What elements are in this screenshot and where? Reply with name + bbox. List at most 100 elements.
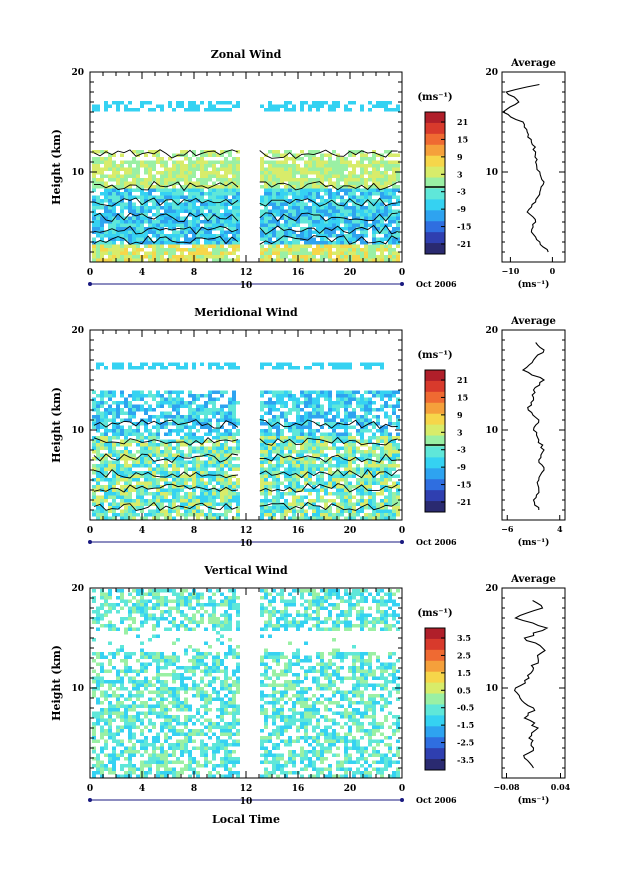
heatmap-cell: [276, 432, 280, 436]
heatmap-cell: [204, 185, 208, 189]
heatmap-cell: [152, 230, 156, 234]
heatmap-cell: [156, 150, 160, 154]
heatmap-cell: [332, 108, 336, 112]
heatmap-cell: [168, 216, 172, 220]
heatmap-cell: [268, 220, 272, 224]
heatmap-cell: [272, 223, 276, 227]
heatmap-cell: [180, 495, 184, 499]
heatmap-cell: [384, 195, 388, 199]
heatmap-cell: [272, 499, 276, 503]
heatmap-cell: [384, 509, 388, 513]
heatmap-cell: [380, 471, 384, 475]
heatmap-cell: [192, 199, 196, 203]
heatmap-cell: [376, 178, 380, 182]
heatmap-cell: [280, 167, 284, 171]
heatmap-cell: [368, 408, 372, 412]
heatmap-cell: [188, 390, 192, 394]
heatmap-cell: [320, 464, 324, 468]
heatmap-cell: [364, 425, 368, 429]
heatmap-cell: [320, 443, 324, 447]
heatmap-cell: [332, 241, 336, 245]
heatmap-cell: [348, 209, 352, 213]
heatmap-cell: [312, 429, 316, 433]
heatmap-cell: [208, 492, 212, 496]
heatmap-cell: [108, 230, 112, 234]
heatmap-cell: [380, 390, 384, 394]
heatmap-cell: [332, 199, 336, 203]
heatmap-cell: [292, 495, 296, 499]
heatmap-cell: [184, 516, 188, 520]
heatmap-cell: [116, 181, 120, 185]
heatmap-cell: [128, 251, 132, 255]
heatmap-cell: [188, 478, 192, 482]
heatmap-cell: [304, 474, 308, 478]
heatmap-cell: [396, 771, 400, 775]
heatmap-cell: [268, 104, 272, 108]
heatmap-cell: [144, 464, 148, 468]
heatmap-cell: [184, 230, 188, 234]
heatmap-cell: [348, 195, 352, 199]
heatmap-cell: [116, 404, 120, 408]
heatmap-cell: [260, 467, 264, 471]
heatmap-cell: [96, 244, 100, 248]
heatmap-cell: [196, 460, 200, 464]
heatmap-cell: [288, 390, 292, 394]
heatmap-cell: [160, 753, 164, 757]
heatmap-cell: [324, 446, 328, 450]
heatmap-cell: [356, 478, 360, 482]
heatmap-cell: [388, 774, 392, 778]
heatmap-cell: [208, 425, 212, 429]
heatmap-cell: [292, 234, 296, 238]
heatmap-cell: [276, 415, 280, 419]
heatmap-cell: [268, 174, 272, 178]
heatmap-cell: [112, 767, 116, 771]
heatmap-cell: [100, 234, 104, 238]
heatmap-cell: [304, 234, 308, 238]
heatmap-cell: [228, 488, 232, 492]
heatmap-cell: [272, 108, 276, 112]
heatmap-cell: [128, 425, 132, 429]
colorbar-tick-label: -3: [457, 187, 466, 197]
heatmap-cell: [284, 394, 288, 398]
heatmap-cell: [364, 251, 368, 255]
heatmap-cell: [96, 499, 100, 503]
heatmap-cell: [296, 366, 300, 370]
heatmap-cell: [296, 164, 300, 168]
heatmap-cell: [288, 467, 292, 471]
heatmap-cell: [384, 258, 388, 262]
heatmap-cell: [344, 439, 348, 443]
colorbar-swatch: [425, 122, 445, 135]
heatmap-cell: [96, 160, 100, 164]
heatmap-cell: [352, 258, 356, 262]
heatmap-cell: [316, 227, 320, 231]
heatmap-cell: [216, 227, 220, 231]
heatmap-cell: [316, 244, 320, 248]
heatmap-cell: [292, 502, 296, 506]
heatmap-cell: [356, 485, 360, 489]
heatmap-cell: [176, 394, 180, 398]
heatmap-cell: [96, 157, 100, 161]
heatmap-cell: [108, 450, 112, 454]
heatmap-cell: [364, 241, 368, 245]
heatmap-cell: [304, 415, 308, 419]
heatmap-cell: [188, 255, 192, 259]
heatmap-cell: [128, 411, 132, 415]
heatmap-cell: [376, 513, 380, 517]
heatmap-cell: [292, 509, 296, 513]
heatmap-cell: [380, 464, 384, 468]
heatmap-cell: [176, 481, 180, 485]
heatmap-cell: [296, 411, 300, 415]
heatmap-cell: [348, 411, 352, 415]
heatmap-cell: [336, 167, 340, 171]
heatmap-cell: [308, 443, 312, 447]
heatmap-cell: [160, 760, 164, 764]
heatmap-cell: [220, 464, 224, 468]
heatmap-cell: [148, 446, 152, 450]
heatmap-cell: [384, 478, 388, 482]
heatmap-cell: [352, 411, 356, 415]
chart-title: Zonal Wind: [211, 48, 282, 61]
heatmap-cell: [312, 471, 316, 475]
heatmap-cell: [132, 181, 136, 185]
heatmap-cell: [232, 415, 236, 419]
